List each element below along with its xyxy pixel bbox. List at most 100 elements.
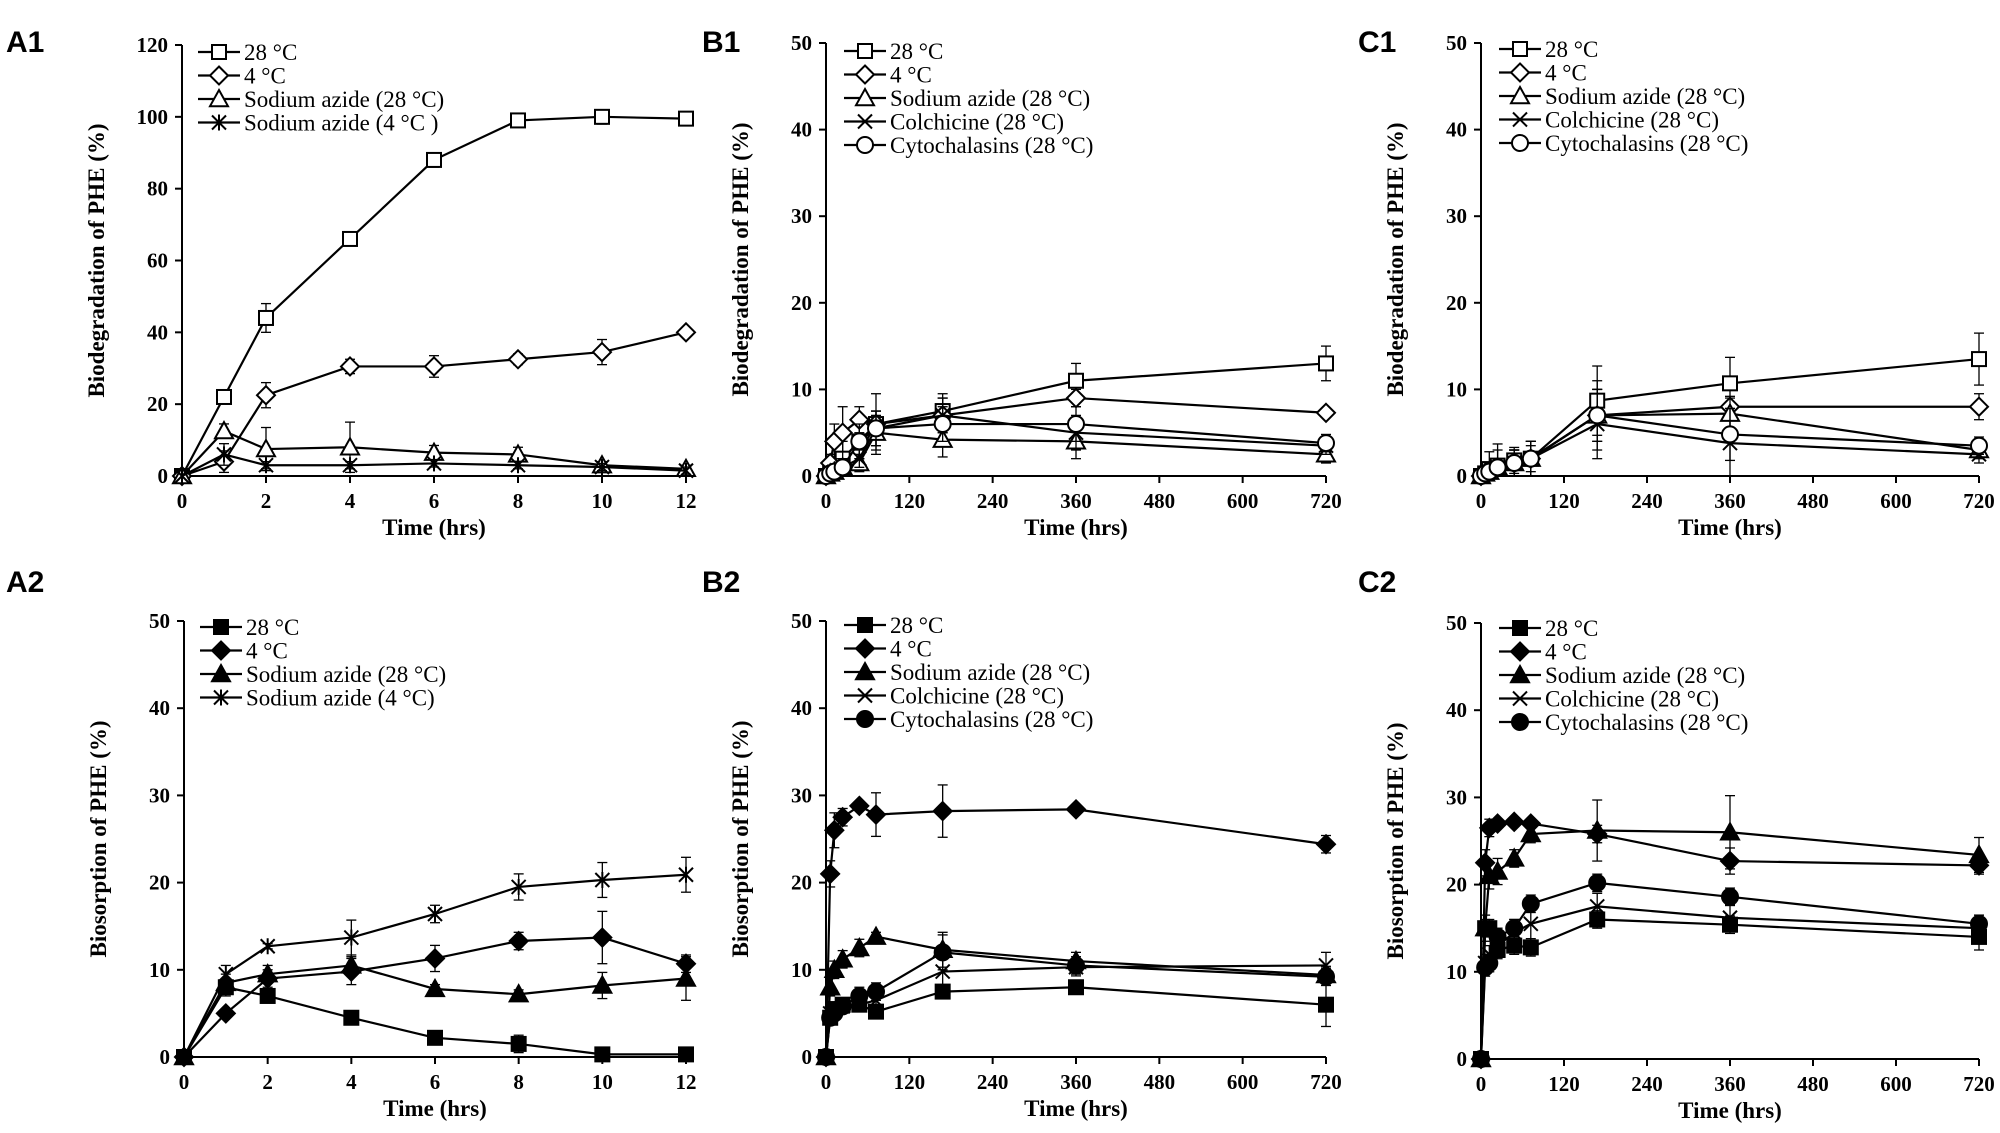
data-point xyxy=(1968,396,1990,418)
data-point xyxy=(256,963,279,983)
legend-entry: 4 °C xyxy=(844,637,932,662)
x-tick-label: 720 xyxy=(1963,489,1995,513)
legend-marker xyxy=(854,660,876,681)
legend-marker xyxy=(1512,620,1528,636)
x-tick-label: 480 xyxy=(1797,1072,1829,1096)
legend-label: 28 °C xyxy=(244,40,297,65)
x-tick-label: 240 xyxy=(1631,489,1663,513)
legend-marker xyxy=(1511,713,1529,731)
y-axis-title: Biosorption of PHE (%) xyxy=(86,720,111,957)
data-point xyxy=(1970,436,1988,455)
series-4 xyxy=(1472,388,1988,485)
data-point xyxy=(339,356,361,377)
legend-marker xyxy=(213,619,229,635)
legend-marker xyxy=(854,64,876,85)
x-tick-label: 480 xyxy=(1144,489,1176,513)
legend-label: Sodium azide (28 °C) xyxy=(1545,84,1745,109)
legend-marker xyxy=(1509,663,1531,684)
x-tick-label: 4 xyxy=(345,489,356,513)
data-point xyxy=(932,800,954,822)
legend-label: Cytochalasins (28 °C) xyxy=(1545,710,1748,735)
y-tick-label: 30 xyxy=(1446,785,1467,809)
data-point xyxy=(850,986,869,1005)
panel-label: A1 xyxy=(6,26,44,59)
data-point xyxy=(1318,355,1334,372)
data-point xyxy=(1065,798,1087,820)
y-tick-label: 30 xyxy=(791,783,812,807)
data-point xyxy=(1588,873,1607,892)
legend-marker xyxy=(856,710,874,728)
x-tick-label: 0 xyxy=(177,489,188,513)
y-axis-title: Biodegradation of PHE (%) xyxy=(1383,122,1408,396)
legend-label: Colchicine (28 °C) xyxy=(890,110,1064,135)
data-point xyxy=(1487,813,1509,834)
data-point xyxy=(255,384,277,406)
data-point xyxy=(867,982,885,1001)
legend-entry: Colchicine (28 °C) xyxy=(1499,108,1719,133)
data-point xyxy=(933,415,952,434)
x-tick-label: 240 xyxy=(977,489,1009,513)
x-tick-label: 240 xyxy=(977,1070,1009,1094)
data-point xyxy=(1721,425,1739,444)
y-tick-label: 50 xyxy=(791,609,812,633)
x-tick-label: 720 xyxy=(1310,1070,1342,1094)
series-line xyxy=(181,453,687,477)
data-point xyxy=(215,1002,237,1024)
legend-marker xyxy=(857,617,873,633)
legend-label: Cytochalasins (28 °C) xyxy=(1545,131,1748,156)
x-tick-label: 480 xyxy=(1144,1070,1176,1094)
data-point xyxy=(1315,833,1337,855)
x-tick-label: 0 xyxy=(821,1070,832,1094)
series-3 xyxy=(1473,892,1987,1067)
y-tick-label: 120 xyxy=(137,33,169,57)
data-point xyxy=(259,987,276,1004)
series-line xyxy=(181,115,687,477)
data-point xyxy=(343,1009,360,1026)
x-tick-label: 0 xyxy=(821,489,832,513)
legend-marker xyxy=(210,640,232,661)
legend-marker xyxy=(857,113,873,130)
legend-marker xyxy=(857,687,873,704)
series-2 xyxy=(173,954,697,1066)
legend-marker xyxy=(856,136,874,154)
legend-entry: 4 °C xyxy=(200,639,288,664)
data-point xyxy=(1589,898,1605,915)
data-point xyxy=(424,948,446,969)
legend-label: Sodium azide (28 °C) xyxy=(1545,663,1745,688)
data-point xyxy=(1721,887,1739,906)
series-1 xyxy=(173,910,697,1068)
data-point xyxy=(340,954,363,974)
legend-label: 4 °C xyxy=(890,637,932,662)
legend-marker xyxy=(210,662,232,683)
series-line xyxy=(183,873,687,1058)
y-axis-title: Biosorption of PHE (%) xyxy=(728,720,753,957)
data-point xyxy=(174,468,190,484)
legend-label: Sodium azide (28 °C) xyxy=(244,87,444,112)
legend-entry: Cytochalasins (28 °C) xyxy=(1499,131,1748,156)
legend-marker xyxy=(211,114,227,131)
chart-b1: B1 0 10 20 30 40 50 0 120 240 360 480 600 720 Time (hr… xyxy=(702,26,1342,540)
legend-label: Colchicine (28 °C) xyxy=(1545,687,1719,712)
legend-entry: Colchicine (28 °C) xyxy=(1499,687,1719,712)
y-tick-label: 30 xyxy=(1446,204,1467,228)
legend-entry: Colchicine (28 °C) xyxy=(844,684,1064,709)
x-tick-label: 720 xyxy=(1310,489,1342,513)
legend-label: Cytochalasins (28 °C) xyxy=(890,707,1093,732)
legend-entry: 28 °C xyxy=(1499,37,1598,62)
x-tick-label: 240 xyxy=(1631,1072,1663,1096)
legend-entry: Sodium azide (28 °C) xyxy=(1499,663,1745,688)
data-point xyxy=(1971,351,1987,368)
legend-entry: Sodium azide (4 °C ) xyxy=(198,111,438,136)
series-2 xyxy=(815,925,1337,1066)
y-tick-label: 10 xyxy=(791,377,812,401)
legend-label: 4 °C xyxy=(1545,61,1587,86)
data-point xyxy=(213,420,235,440)
data-point xyxy=(832,806,854,828)
x-tick-label: 360 xyxy=(1714,1072,1746,1096)
legend-label: 28 °C xyxy=(890,39,943,64)
data-point xyxy=(510,112,526,129)
data-point xyxy=(867,419,885,438)
legend-label: Colchicine (28 °C) xyxy=(1545,108,1719,133)
data-point xyxy=(848,936,871,957)
y-tick-label: 10 xyxy=(1446,960,1467,984)
